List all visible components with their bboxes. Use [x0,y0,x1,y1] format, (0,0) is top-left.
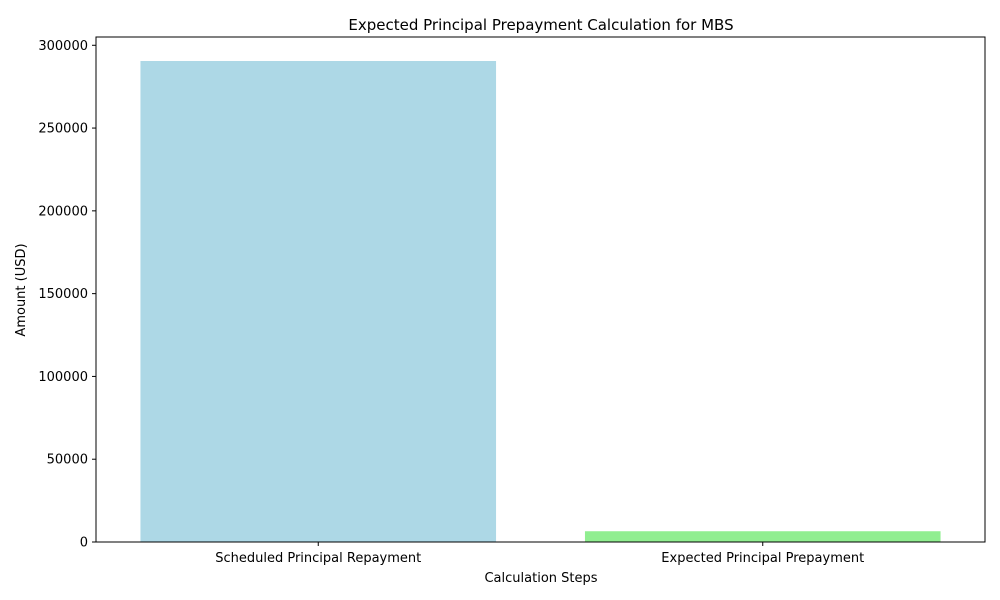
y-tick-label: 50000 [47,453,88,468]
y-axis-ticks: 0 50000 100000 150000 200000 250000 300000 [38,39,96,551]
x-axis-ticks: Scheduled Principal Repayment Expected Pr… [215,542,864,566]
y-tick-label: 100000 [38,370,88,385]
bar-2 [584,531,941,542]
y-tick-label: 150000 [38,287,88,302]
x-tick-label: Expected Principal Prepayment [661,551,864,566]
y-axis-label: Amount (USD) [14,243,29,336]
x-axis-label: Calculation Steps [484,571,597,586]
bar-1 [140,61,497,542]
plot-area-frame [95,36,986,543]
y-tick-label: 0 [80,536,88,551]
y-tick-label: 250000 [38,122,88,137]
bars-layer [140,61,941,542]
y-tick-label: 300000 [38,39,88,54]
x-tick-label: Scheduled Principal Repayment [215,551,421,566]
y-tick-label: 200000 [38,204,88,219]
chart-title: Expected Principal Prepayment Calculatio… [348,16,733,34]
